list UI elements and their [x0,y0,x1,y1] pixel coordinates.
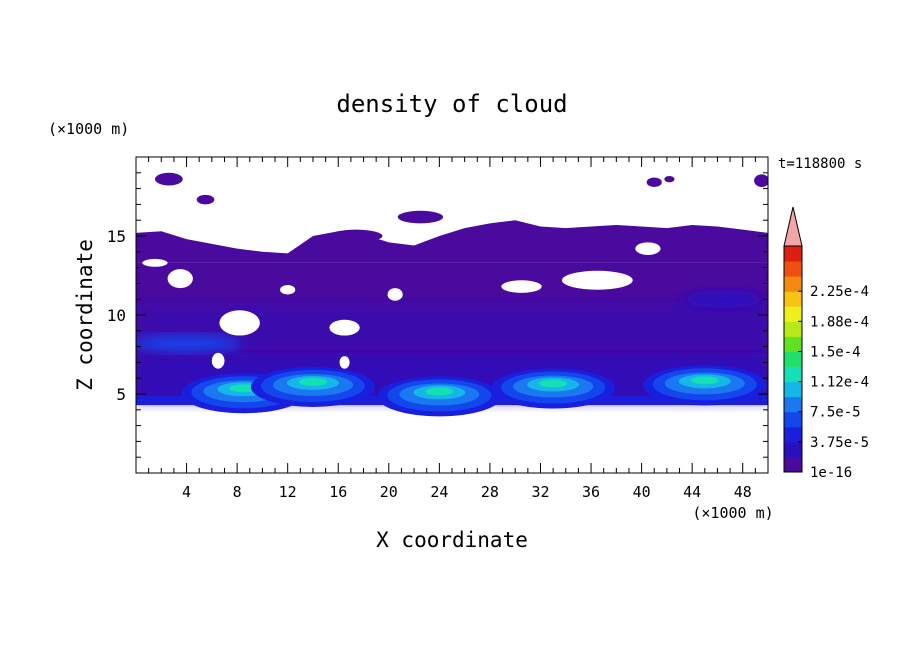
colorbar-level [784,351,802,368]
x-tick-label: 20 [380,483,398,501]
cloud-fragment [329,229,383,243]
upper-patch-level-1 [683,290,764,309]
x-tick-label: 32 [531,483,549,501]
colorbar-level [784,306,802,322]
clear-air-gap [142,258,168,267]
core-level-6 [690,376,719,385]
colorbar-label: 1e-16 [810,465,852,481]
colorbar-level [784,366,802,383]
colorbar-label: 1.88e-4 [810,314,869,330]
cloud-fragment [397,210,444,224]
y-axis-label: Z coordinate [73,239,97,391]
x-tick-label: 24 [430,483,448,501]
colorbar-level [784,396,802,413]
colorbar-label: 1.5e-4 [810,344,861,360]
colorbar-label: 3.75e-5 [810,435,869,451]
x-tick-label: 36 [582,483,600,501]
cloud-fragment [154,172,183,186]
clear-air-gap [329,319,360,336]
cloud-fragment [754,174,768,188]
time-label: t=118800 s [778,156,862,172]
colorbar: 1e-16 3.75e-5 7.5e-5 1.12e-4 1.5e-4 1.88e-4 2.… [783,206,869,481]
colorbar-level [784,411,802,428]
colorbar-label: 2.25e-4 [810,284,869,300]
colorbar-level [784,276,802,292]
colorbar-level [784,291,802,307]
core-level-6 [539,379,568,388]
x-axis-unit: (×1000 m) [692,504,773,522]
core-level-6 [425,387,454,396]
x-tick-label: 12 [279,483,297,501]
clear-air-gap [387,288,403,301]
cloud-fragment [196,194,215,205]
plot-field [136,172,768,417]
x-axis-label: X coordinate [376,528,528,552]
x-tick-label: 28 [481,483,499,501]
colorbar-level [784,321,802,337]
colorbar-level [784,456,802,473]
core-level-6 [298,377,327,386]
clear-air-gap [211,352,225,369]
clear-air-gap [635,242,661,255]
chart-title: density of cloud [336,90,567,118]
x-tick-label: 48 [734,483,752,501]
colorbar-level [784,246,802,262]
clear-air-gap [501,280,542,293]
colorbar-label: 7.5e-5 [810,405,861,421]
y-axis-unit: (×1000 m) [48,120,129,138]
cloud-fragment [646,177,662,188]
y-tick-label: 10 [107,306,126,325]
clear-air-gap [219,310,260,336]
colorbar-level [784,336,802,352]
colorbar-level [784,261,802,277]
clear-air-gap [561,270,633,290]
cloud-fragment [664,175,675,183]
field-cores-layer [181,365,767,417]
mid-patch-level-3 [136,335,242,352]
x-tick-label: 16 [329,483,347,501]
y-tick-label: 15 [107,227,126,246]
x-tick-label: 4 [182,483,191,501]
clear-air-gap [339,356,350,369]
colorbar-label: 1.12e-4 [810,375,869,391]
x-tick-label: 40 [633,483,651,501]
x-tick-label: 8 [233,483,242,501]
upper-cloud-region [136,220,768,263]
colorbar-level [784,441,802,458]
clear-air-gap [167,269,193,289]
y-ticks: 5 10 15 [107,172,768,458]
core-level-6 [229,384,258,393]
clear-air-gap [280,284,296,295]
x-ticks: 4 8 12 16 20 24 28 32 36 40 44 48 [148,157,756,501]
x-tick-label: 44 [683,483,701,501]
y-tick-label: 5 [116,385,126,404]
colorbar-level [784,381,802,398]
colorbar-frame [783,245,803,473]
field-gaps-layer [142,242,661,369]
colorbar-level [784,426,802,443]
colorbar-overflow-arrow [783,206,803,247]
